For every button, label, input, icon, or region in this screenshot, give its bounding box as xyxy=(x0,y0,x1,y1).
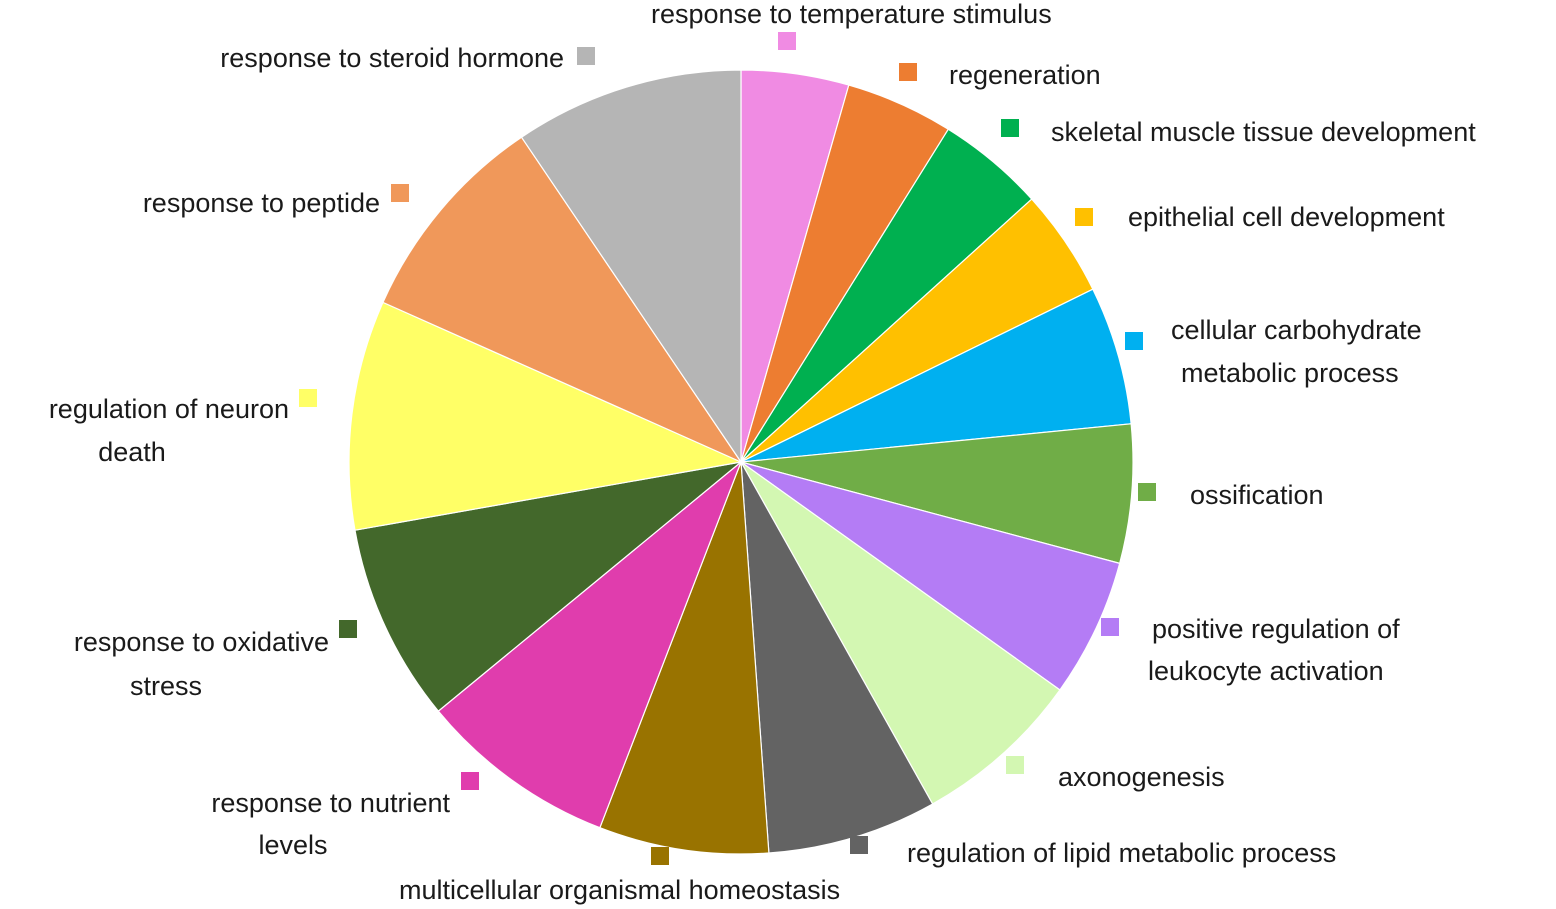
slice-label-regeneration: regeneration xyxy=(949,60,1101,90)
legend-marker-response-to-temperature-stimulus xyxy=(778,32,796,50)
slice-label-group-regeneration: regeneration xyxy=(899,60,1101,90)
slice-label-group-regulation-of-lipid-metabolic-process: regulation of lipid metabolic process xyxy=(850,836,1336,868)
pie-slice-multicellular-organismal-homeostasis xyxy=(599,461,770,855)
slice-label-group-axonogenesis: axonogenesis xyxy=(1006,756,1225,792)
pie-slice-response-to-peptide xyxy=(382,136,743,464)
legend-marker-ossification xyxy=(1138,483,1156,501)
legend-marker-response-to-oxidative-stress xyxy=(339,620,357,638)
slice-label-group-multicellular-organismal-homeostasis: multicellular organismal homeostasis xyxy=(399,847,840,905)
pie-slices xyxy=(348,69,1134,855)
slice-label-group-ossification: ossification xyxy=(1138,480,1324,510)
slice-label-multicellular-organismal-homeostasis: multicellular organismal homeostasis xyxy=(399,875,840,905)
slice-label-group-positive-regulation-of-leukocyte-activation: positive regulation of leukocyte activati… xyxy=(1101,614,1400,686)
slice-label-regulation-of-neuron-death: regulation of neuron death xyxy=(49,394,289,467)
legend-marker-response-to-nutrient-levels xyxy=(461,772,479,790)
slice-label-group-response-to-oxidative-stress: response to oxidative stress xyxy=(74,620,357,701)
slice-label-group-response-to-nutrient-levels: response to nutrient levels xyxy=(211,772,479,860)
legend-marker-response-to-steroid-hormone xyxy=(577,47,595,65)
pie-slice-response-to-steroid-hormone xyxy=(520,69,742,464)
legend-marker-positive-regulation-of-leukocyte-activation xyxy=(1101,618,1119,636)
legend-marker-epithelial-cell-development xyxy=(1075,208,1093,226)
pie-slice-response-to-nutrient-levels xyxy=(437,460,743,829)
pie-slice-axonogenesis xyxy=(740,461,1061,805)
legend-marker-regulation-of-lipid-metabolic-process xyxy=(850,836,868,854)
slice-label-skeletal-muscle-tissue-development: skeletal muscle tissue development xyxy=(1051,117,1476,147)
pie-slice-ossification xyxy=(740,423,1134,565)
slice-label-group-skeletal-muscle-tissue-development: skeletal muscle tissue development xyxy=(1001,117,1476,147)
legend-marker-multicellular-organismal-homeostasis xyxy=(651,847,669,865)
slice-label-axonogenesis: axonogenesis xyxy=(1058,762,1225,792)
pie-slice-regulation-of-neuron-death xyxy=(348,301,744,531)
slice-label-response-to-steroid-hormone: response to steroid hormone xyxy=(220,43,564,73)
slice-label-positive-regulation-of-leukocyte-activation: positive regulation of leukocyte activati… xyxy=(1148,614,1400,686)
slice-label-cellular-carbohydrate-metabolic-process: cellular carbohydrate metabolic process xyxy=(1171,315,1422,388)
slice-label-group-epithelial-cell-development: epithelial cell development xyxy=(1075,202,1445,232)
slice-label-ossification: ossification xyxy=(1190,480,1324,510)
slice-label-response-to-peptide: response to peptide xyxy=(143,188,380,218)
slice-label-epithelial-cell-development: epithelial cell development xyxy=(1128,202,1445,232)
slice-label-group-cellular-carbohydrate-metabolic-process: cellular carbohydrate metabolic process xyxy=(1125,315,1422,388)
pie-slice-cellular-carbohydrate-metabolic-process xyxy=(740,288,1132,463)
slice-label-response-to-temperature-stimulus: response to temperature stimulus xyxy=(651,0,1052,29)
slice-label-group-response-to-temperature-stimulus: response to temperature stimulus xyxy=(651,0,1052,50)
legend-marker-axonogenesis xyxy=(1006,756,1024,774)
pie-slice-positive-regulation-of-leukocyte-activation xyxy=(740,461,1121,691)
slice-label-group-regulation-of-neuron-death: regulation of neuron death xyxy=(49,389,317,467)
slice-label-response-to-oxidative-stress: response to oxidative stress xyxy=(74,627,329,701)
legend-marker-regulation-of-neuron-death xyxy=(299,389,317,407)
slice-label-group-response-to-steroid-hormone: response to steroid hormone xyxy=(220,43,595,73)
slice-labels: response to temperature stimulus regenera… xyxy=(49,0,1476,905)
legend-marker-skeletal-muscle-tissue-development xyxy=(1001,119,1019,137)
legend-marker-response-to-peptide xyxy=(391,184,409,202)
legend-marker-cellular-carbohydrate-metabolic-process xyxy=(1125,332,1143,350)
slice-label-regulation-of-lipid-metabolic-process: regulation of lipid metabolic process xyxy=(907,838,1336,868)
pie-slice-response-to-oxidative-stress xyxy=(354,461,744,712)
slice-label-group-response-to-peptide: response to peptide xyxy=(143,184,409,218)
slice-label-response-to-nutrient-levels: response to nutrient levels xyxy=(211,788,450,860)
legend-marker-regeneration xyxy=(899,63,917,81)
